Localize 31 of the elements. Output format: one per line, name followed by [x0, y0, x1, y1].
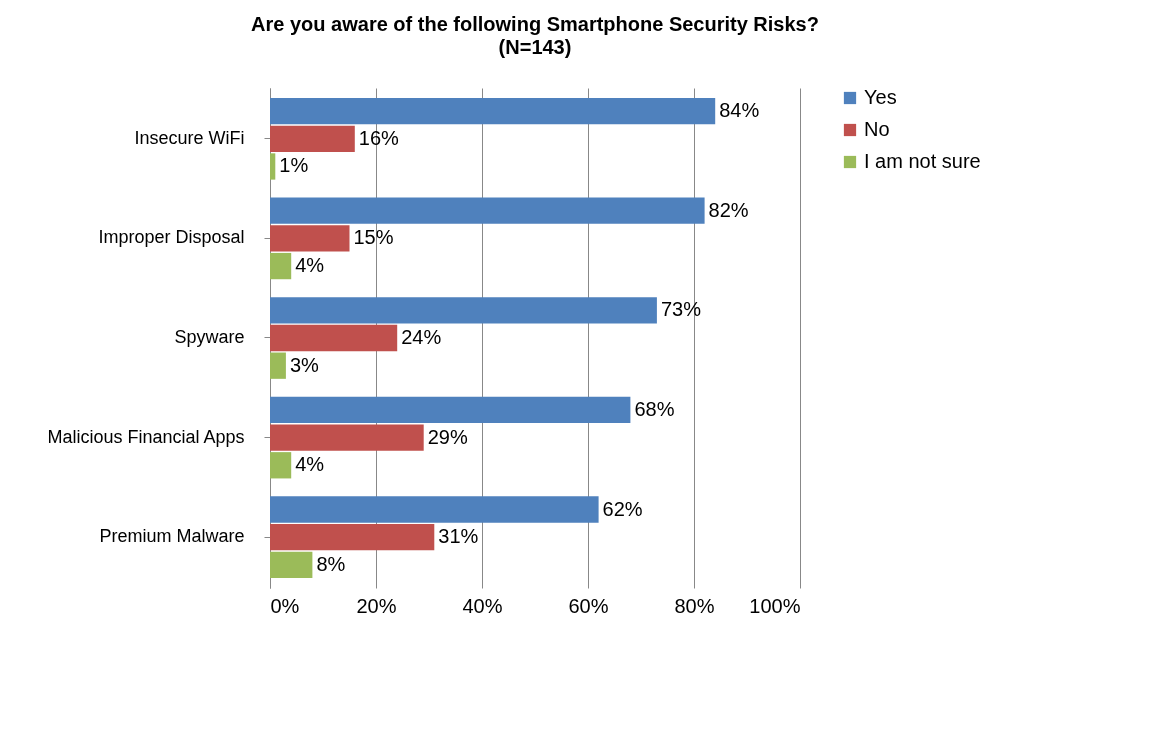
- data-label: 68%: [634, 397, 675, 420]
- y-tick-label: Spyware: [174, 327, 245, 347]
- legend-label: No: [864, 118, 890, 140]
- y-tick-label: Insecure WiFi: [134, 127, 245, 148]
- data-label: 82%: [708, 198, 749, 221]
- data-label: 31%: [438, 525, 479, 548]
- data-label: 8%: [316, 552, 346, 575]
- chart-title: Are you aware of the following Smartphone Security Risks?: [251, 13, 819, 35]
- data-label: 84%: [719, 99, 760, 122]
- x-tick-label: 60%: [568, 594, 609, 617]
- data-label: 1%: [279, 154, 309, 177]
- x-tick-label: 100%: [749, 594, 801, 617]
- data-label: 4%: [295, 453, 325, 476]
- data-label: 16%: [358, 126, 400, 149]
- legend-label: I am not sure: [864, 150, 981, 172]
- data-label: 4%: [295, 254, 325, 277]
- data-label: 15%: [353, 226, 394, 249]
- x-tick-label: 40%: [462, 594, 503, 617]
- data-label: 24%: [401, 326, 442, 348]
- x-tick-label: 80%: [674, 594, 715, 617]
- data-label: 3%: [289, 353, 320, 376]
- x-tick-label: 0%: [270, 594, 300, 617]
- data-label: 29%: [427, 425, 468, 448]
- x-tick-label: 20%: [356, 594, 397, 617]
- data-label: 62%: [602, 497, 643, 520]
- legend-label: Yes: [864, 86, 897, 108]
- data-label: 73%: [660, 298, 702, 321]
- chart-subtitle: (N=143): [498, 36, 572, 58]
- y-tick-label: Premium Malware: [99, 526, 245, 547]
- y-tick-label: Malicious Financial Apps: [47, 426, 245, 447]
- y-tick-label: Improper Disposal: [98, 227, 245, 248]
